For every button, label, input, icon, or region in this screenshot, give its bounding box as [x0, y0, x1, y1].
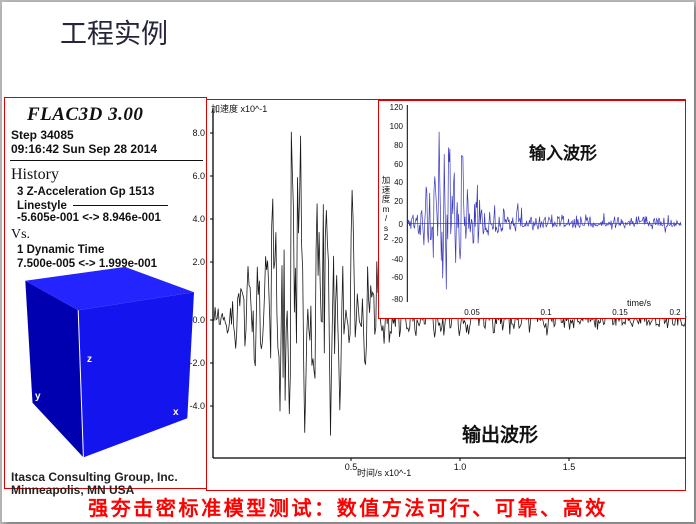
svg-text:0.15: 0.15 [612, 308, 628, 317]
svg-text:1.0: 1.0 [454, 462, 467, 472]
svg-text:60: 60 [394, 160, 403, 169]
svg-text:x: x [173, 407, 179, 418]
svg-text:y: y [35, 391, 41, 402]
svg-text:-2.0: -2.0 [189, 358, 205, 368]
svg-text:4.0: 4.0 [192, 214, 205, 224]
svg-text:-80: -80 [391, 295, 403, 304]
svg-text:120: 120 [390, 103, 404, 112]
svg-text:80: 80 [394, 141, 403, 150]
svg-text:1.5: 1.5 [563, 462, 576, 472]
svg-text:0.2: 0.2 [669, 308, 681, 317]
svg-text:8.0: 8.0 [192, 128, 205, 138]
svg-text:100: 100 [390, 122, 404, 131]
svg-text:40: 40 [394, 178, 403, 187]
svg-text:0.1: 0.1 [540, 308, 552, 317]
svg-text:2.0: 2.0 [192, 257, 205, 267]
svg-text:-20: -20 [391, 236, 403, 245]
svg-text:z: z [87, 354, 92, 365]
svg-text:-40: -40 [391, 255, 403, 264]
svg-text:20: 20 [394, 197, 403, 206]
svg-text:0.5: 0.5 [345, 462, 358, 472]
svg-text:-4.0: -4.0 [189, 401, 205, 411]
svg-text:0: 0 [399, 220, 404, 229]
svg-text:-60: -60 [391, 273, 403, 282]
svg-text:0.0: 0.0 [192, 315, 205, 325]
svg-text:0.05: 0.05 [464, 308, 480, 317]
svg-text:6.0: 6.0 [192, 171, 205, 181]
